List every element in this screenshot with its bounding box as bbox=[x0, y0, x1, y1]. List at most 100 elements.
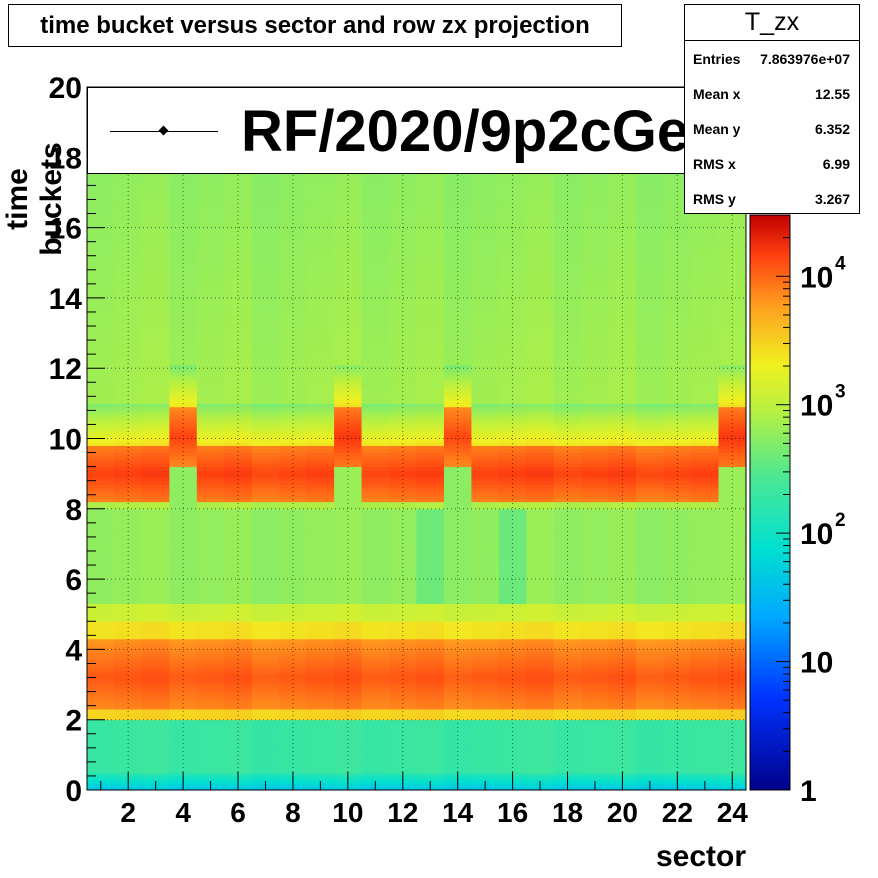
heatmap-cell bbox=[251, 333, 280, 337]
heatmap-cell bbox=[663, 480, 692, 485]
heatmap-cell bbox=[581, 392, 610, 397]
heatmap-cell bbox=[251, 536, 280, 541]
heatmap-cell bbox=[279, 343, 308, 348]
heatmap-cell bbox=[169, 751, 198, 756]
heatmap-cell bbox=[361, 603, 390, 608]
heatmap-cell bbox=[581, 607, 610, 612]
heatmap-cell bbox=[334, 726, 362, 731]
heatmap-cell bbox=[87, 533, 115, 538]
heatmap-cell bbox=[87, 666, 115, 671]
heatmap-cell bbox=[718, 519, 747, 524]
heatmap-cell bbox=[608, 610, 637, 615]
heatmap-cell bbox=[334, 631, 362, 636]
heatmap-cell bbox=[498, 192, 527, 197]
heatmap-cell bbox=[608, 656, 637, 661]
heatmap-cell bbox=[251, 269, 280, 274]
heatmap-cell bbox=[416, 614, 445, 619]
heatmap-cell bbox=[114, 266, 143, 271]
heatmap-cell bbox=[691, 470, 719, 475]
heatmap-cell bbox=[553, 238, 582, 243]
heatmap-cell bbox=[114, 304, 143, 309]
heatmap-cell bbox=[498, 740, 527, 745]
heatmap-cell bbox=[443, 586, 472, 591]
heatmap-cell bbox=[443, 308, 472, 313]
heatmap-cell bbox=[306, 413, 335, 418]
heatmap-cell bbox=[334, 586, 362, 591]
heatmap-cell bbox=[498, 768, 527, 773]
heatmap-cell bbox=[141, 343, 170, 348]
heatmap-cell bbox=[224, 631, 253, 636]
heatmap-cell bbox=[581, 322, 610, 327]
heatmap-cell bbox=[581, 188, 610, 193]
heatmap-cell bbox=[141, 308, 170, 313]
heatmap-cell bbox=[691, 768, 719, 773]
heatmap-cell bbox=[169, 452, 198, 457]
heatmap-cell bbox=[636, 340, 665, 344]
heatmap-cell bbox=[169, 688, 198, 692]
heatmap-cell bbox=[718, 579, 747, 584]
heatmap-cell bbox=[389, 540, 417, 545]
heatmap-cell bbox=[334, 276, 362, 281]
heatmap-cell bbox=[306, 709, 335, 714]
heatmap-cell bbox=[443, 195, 472, 200]
heatmap-cell bbox=[416, 456, 445, 460]
heatmap-cell bbox=[87, 294, 115, 299]
heatmap-cell bbox=[334, 199, 362, 204]
stats-row-mean-y: Mean y 6.352 bbox=[685, 111, 859, 146]
heatmap-cell bbox=[389, 547, 417, 552]
heatmap-cell bbox=[169, 276, 198, 281]
heatmap-cell bbox=[87, 579, 115, 584]
heatmap-cell bbox=[141, 740, 170, 745]
heatmap-cell bbox=[443, 276, 472, 281]
heatmap-cell bbox=[663, 350, 692, 355]
heatmap-cell bbox=[691, 491, 719, 496]
heatmap-cell bbox=[581, 326, 610, 330]
heatmap-cell bbox=[251, 459, 280, 464]
heatmap-cell bbox=[87, 364, 115, 369]
heatmap-cell bbox=[224, 487, 253, 492]
heatmap-cell bbox=[691, 287, 719, 292]
heatmap-cell bbox=[334, 582, 362, 587]
heatmap-cell bbox=[416, 663, 445, 668]
heatmap-cell bbox=[141, 712, 170, 717]
heatmap-cell bbox=[718, 255, 747, 260]
heatmap-cell bbox=[169, 434, 198, 439]
heatmap-cell bbox=[581, 427, 610, 432]
heatmap-cell bbox=[279, 311, 308, 316]
heatmap-cell bbox=[498, 723, 527, 728]
heatmap-cell bbox=[169, 607, 198, 612]
heatmap-cell bbox=[471, 554, 500, 559]
heatmap-cell bbox=[663, 347, 692, 352]
heatmap-cell bbox=[471, 392, 500, 397]
heatmap-cell bbox=[87, 241, 115, 246]
heatmap-cell bbox=[691, 248, 719, 253]
heatmap-cell bbox=[196, 333, 225, 337]
heatmap-cell bbox=[334, 262, 362, 267]
heatmap-cell bbox=[471, 575, 500, 580]
heatmap-cell bbox=[636, 336, 665, 341]
heatmap-cell bbox=[581, 603, 610, 608]
heatmap-cell bbox=[498, 466, 527, 471]
heatmap-cell bbox=[279, 248, 308, 253]
heatmap-cell bbox=[526, 540, 555, 545]
heatmap-cell bbox=[498, 287, 527, 292]
heatmap-cell bbox=[581, 765, 610, 770]
heatmap-cell bbox=[608, 758, 637, 763]
heatmap-cell bbox=[114, 526, 143, 531]
heatmap-cell bbox=[691, 593, 719, 598]
heatmap-cell bbox=[251, 477, 280, 482]
heatmap-cell bbox=[251, 596, 280, 601]
heatmap-cell bbox=[526, 726, 555, 731]
heatmap-cell bbox=[141, 329, 170, 334]
heatmap-cell bbox=[443, 178, 472, 183]
heatmap-cell bbox=[416, 308, 445, 313]
heatmap-cell bbox=[196, 656, 225, 661]
heatmap-cell bbox=[306, 642, 335, 647]
heatmap-cell bbox=[498, 375, 527, 380]
heatmap-cell bbox=[416, 702, 445, 707]
heatmap-cell bbox=[526, 252, 555, 257]
heatmap-cell bbox=[498, 758, 527, 763]
heatmap-cell bbox=[718, 336, 747, 341]
heatmap-cell bbox=[581, 494, 610, 499]
heatmap-cell bbox=[608, 508, 637, 513]
